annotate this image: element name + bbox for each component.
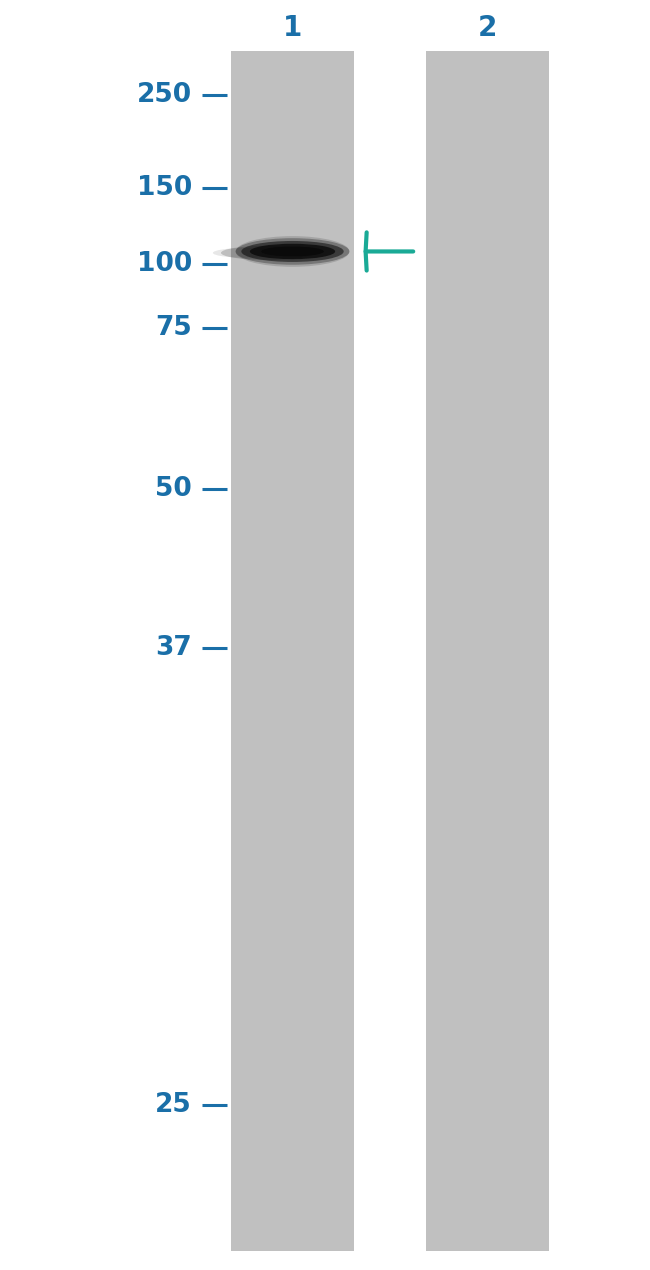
Text: 2: 2	[478, 14, 497, 42]
Ellipse shape	[261, 246, 324, 257]
Text: 1: 1	[283, 14, 302, 42]
Text: 100: 100	[136, 251, 192, 277]
Bar	[231, 51, 354, 1251]
Ellipse shape	[241, 241, 344, 262]
Ellipse shape	[235, 236, 350, 267]
Ellipse shape	[250, 244, 335, 259]
Text: 50: 50	[155, 476, 192, 502]
Text: 25: 25	[155, 1092, 192, 1118]
Text: 250: 250	[136, 83, 192, 108]
Bar	[426, 51, 549, 1251]
Ellipse shape	[213, 248, 281, 258]
Text: 75: 75	[155, 315, 192, 340]
Ellipse shape	[235, 239, 350, 264]
Text: 150: 150	[136, 175, 192, 201]
Ellipse shape	[221, 246, 312, 260]
Text: 37: 37	[155, 635, 192, 660]
